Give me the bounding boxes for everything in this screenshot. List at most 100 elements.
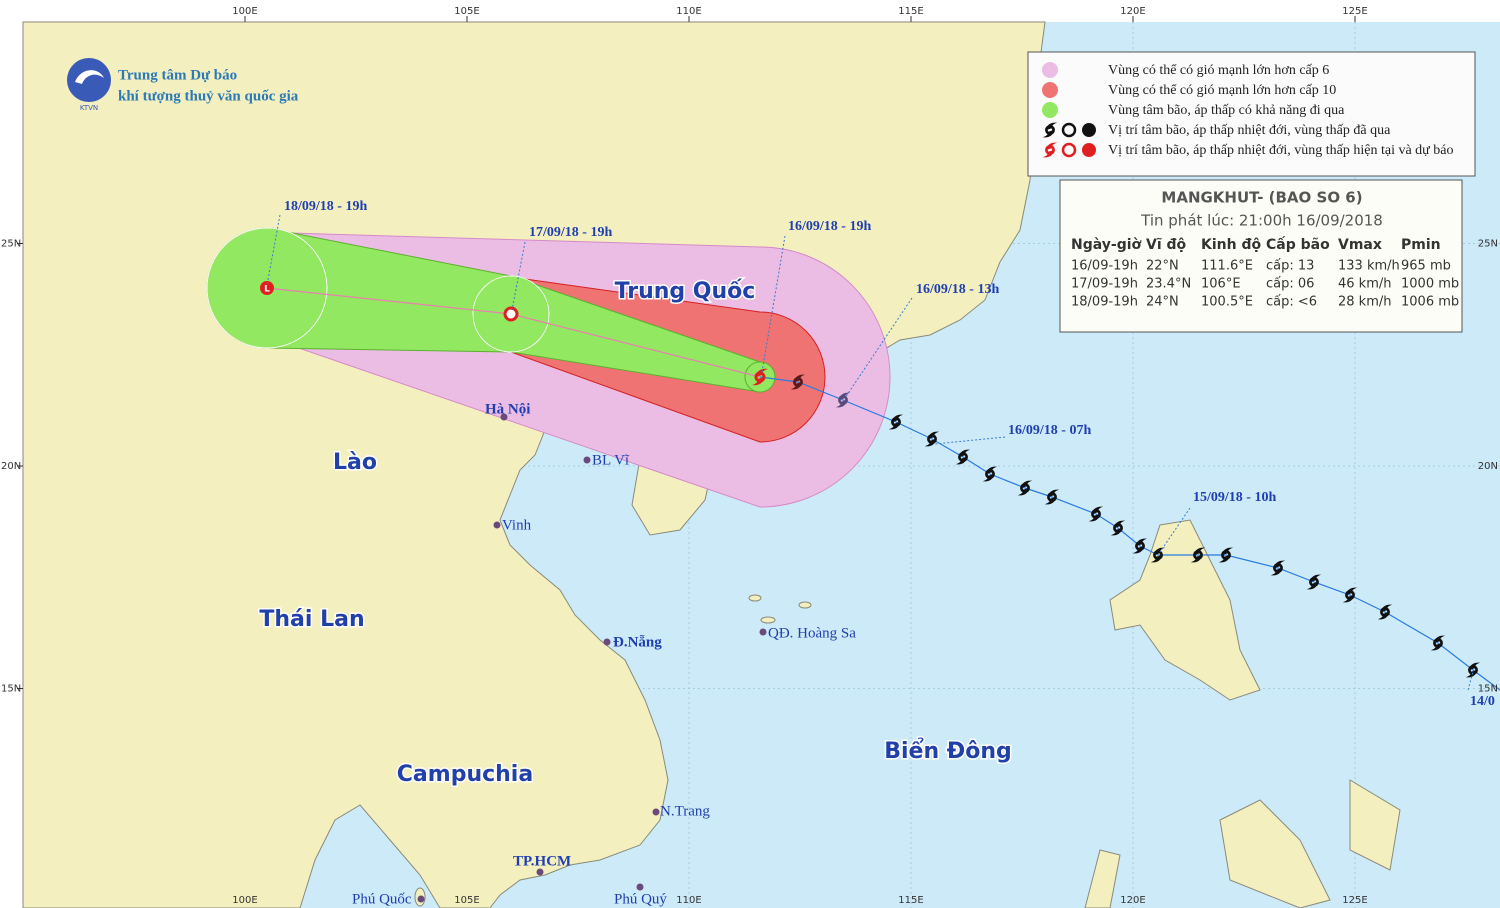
table-cell: 106°E xyxy=(1201,277,1241,292)
lon-tick-label: 110E xyxy=(676,895,701,906)
luzon xyxy=(1109,519,1261,701)
column-header: Pmin xyxy=(1401,237,1441,253)
legend-depression xyxy=(1061,142,1077,158)
island xyxy=(1084,849,1121,908)
column-header: Kinh độ xyxy=(1201,237,1261,253)
table-cell: cấp: <6 xyxy=(1266,295,1317,310)
lat-tick-label: 20N xyxy=(1478,461,1498,472)
table-cell: 133 km/h xyxy=(1338,259,1400,274)
lon-tick-label: 125E xyxy=(1342,6,1367,17)
lon-tick-label: 120E xyxy=(1120,895,1145,906)
place-dot xyxy=(493,521,501,529)
lat-tick-label: 25N xyxy=(1,239,21,250)
table-cell: 18/09-19h xyxy=(1071,295,1138,310)
legend: Vùng có thể có gió mạnh lớn hơn cấp 6 Vù… xyxy=(1027,51,1476,177)
legend-swatch xyxy=(1042,62,1058,78)
track-label: 15/09/18 - 10h xyxy=(1193,490,1276,505)
logo-text: KTVN xyxy=(80,104,98,112)
info-panel xyxy=(1059,179,1463,333)
table-cell: 28 km/h xyxy=(1338,295,1392,310)
logo-emblem xyxy=(67,58,111,102)
cone-outline-circle xyxy=(472,275,550,353)
island xyxy=(1219,799,1331,908)
lat-tick-label: 15N xyxy=(1,684,21,695)
table-cell: 1006 mb xyxy=(1401,295,1459,310)
place-label: QĐ. Hoàng Sa xyxy=(768,625,856,641)
column-header: Ngày-giờ xyxy=(1071,237,1142,253)
place-label: Vinh xyxy=(502,517,532,533)
legend-label: Vùng tâm bão, áp thấp có khả năng đi qua xyxy=(1108,103,1345,118)
info-box: MANGKHUT- (BAO SO 6) Tin phát lúc: 21:00… xyxy=(1059,179,1463,333)
leader-line xyxy=(1159,507,1191,553)
region-label: Lào xyxy=(333,450,377,475)
lon-tick-label: 110E xyxy=(676,6,701,17)
table-cell: 22°N xyxy=(1146,259,1179,274)
leader-line xyxy=(511,241,526,311)
leader-line xyxy=(844,297,913,399)
leader-line xyxy=(761,235,786,373)
lat-tick-label: 15N xyxy=(1478,684,1498,695)
past-track xyxy=(759,376,1500,691)
table-cell: 1000 mb xyxy=(1401,277,1459,292)
legend-swatch xyxy=(1042,102,1058,118)
island xyxy=(748,594,762,602)
table-cell: cấp: 06 xyxy=(1266,277,1314,292)
low-symbol: L xyxy=(264,285,270,295)
place-dot xyxy=(603,638,611,646)
table-cell: cấp: 13 xyxy=(1266,259,1314,274)
island xyxy=(798,601,812,609)
legend-box xyxy=(1027,51,1476,177)
region-label: Biển Đông xyxy=(884,738,1012,764)
region-label: Trung Quốc xyxy=(615,279,756,304)
leader-line xyxy=(1467,671,1474,691)
region-label: Thái Lan xyxy=(259,607,364,632)
column-header: Vĩ độ xyxy=(1146,237,1187,253)
table-cell: 16/09-19h xyxy=(1071,259,1138,274)
lon-tick-label: 115E xyxy=(898,6,923,17)
table-cell: 17/09-19h xyxy=(1071,277,1138,292)
place-dot xyxy=(583,456,591,464)
track-label: 16/09/18 - 07h xyxy=(1008,423,1091,438)
place-label: Phú Quốc xyxy=(352,891,412,907)
legend-swatch xyxy=(1042,82,1058,98)
table-cell: 100.5°E xyxy=(1201,295,1253,310)
logo: KTVN Trung tâm Dự báo khí tượng thuỷ văn… xyxy=(67,58,299,112)
table-cell: 23.4°N xyxy=(1146,277,1191,292)
table-cell: 46 km/h xyxy=(1338,277,1392,292)
track-label: 18/09/18 - 19h xyxy=(284,199,367,214)
legend-label: Vị trí tâm bão, áp thấp nhiệt đới, vùng … xyxy=(1108,143,1453,158)
lat-tick-label: 25N xyxy=(1478,239,1498,250)
table-cell: 24°N xyxy=(1146,295,1179,310)
column-header: Cấp bão xyxy=(1266,236,1330,253)
leaders xyxy=(266,214,1474,691)
place-dot xyxy=(759,628,767,636)
place-label: TP.HCM xyxy=(513,853,571,869)
forecast-positions: L xyxy=(260,281,770,387)
agency-name: Trung tâm Dự báo xyxy=(118,67,237,83)
track-label: 16/09/18 - 13h xyxy=(916,282,999,297)
place-label: Đ.Nẵng xyxy=(613,634,662,650)
lon-tick-label: 115E xyxy=(898,895,923,906)
forecast-low xyxy=(503,306,519,322)
legend-low xyxy=(1082,123,1096,137)
logo-swirl xyxy=(75,70,104,84)
lon-tick-label: 125E xyxy=(1342,895,1367,906)
place-dots xyxy=(417,413,767,903)
cone-outline xyxy=(206,227,550,353)
legend-label: Vị trí tâm bão, áp thấp nhiệt đới, vùng … xyxy=(1108,123,1391,138)
place-dot xyxy=(417,895,425,903)
track-label: 16/09/18 - 19h xyxy=(788,219,871,234)
lon-tick-label: 120E xyxy=(1120,6,1145,17)
table-cell: 965 mb xyxy=(1401,259,1451,274)
agency-name: khí tượng thuỷ văn quốc gia xyxy=(118,88,299,104)
place-label: BL Vĩ xyxy=(592,452,630,468)
info-title: MANGKHUT- (BAO SO 6) xyxy=(1161,189,1362,207)
place-dot xyxy=(500,413,508,421)
region-label: Campuchia xyxy=(397,762,533,787)
legend-depression xyxy=(1061,122,1077,138)
table-cell: 111.6°E xyxy=(1201,259,1253,274)
island xyxy=(760,616,776,624)
track-label: 14/0 xyxy=(1470,694,1495,709)
lat-tick-label: 20N xyxy=(1,461,21,472)
